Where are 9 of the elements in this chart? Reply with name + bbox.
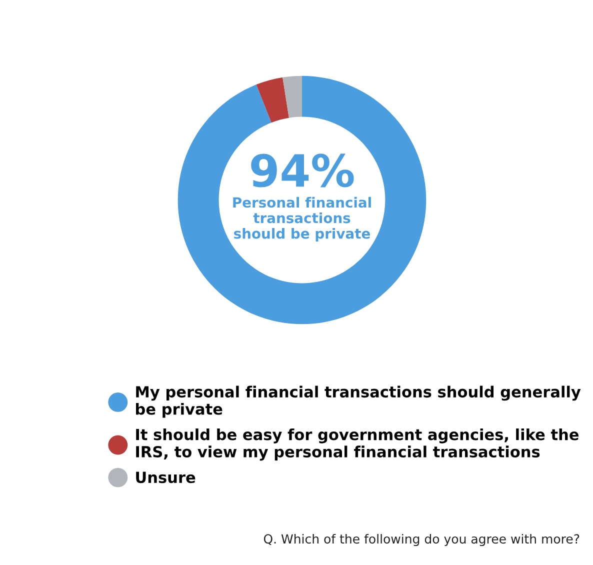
text: 94% [251, 154, 354, 188]
legend-label: Unsure [136, 472, 196, 484]
donut-slice [256, 77, 289, 123]
donut-slice [282, 76, 302, 118]
legend-label: It should be easy for government agencies, like the IRS, to view my personal financial transactions [136, 428, 579, 461]
donut-slice [178, 76, 426, 324]
legend-label: My personal financial transactions should generally be private [136, 386, 581, 418]
text: Q. Which of the following do you agree with more? [264, 534, 580, 546]
text: Personal financial transactions should be private [233, 196, 371, 242]
